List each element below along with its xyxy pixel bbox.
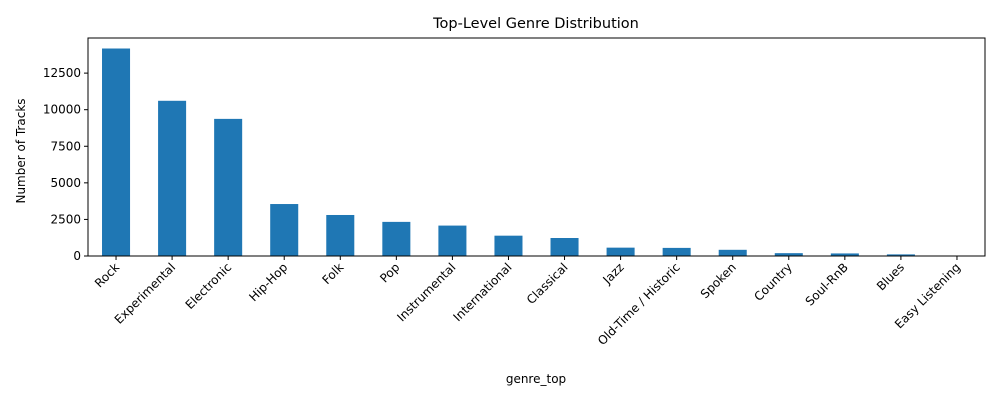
y-axis-ticks: 0 2500 5000 7500 10000 12500 [43, 66, 88, 263]
x-tick-label: Folk [319, 260, 346, 287]
x-tick-label: Hip-Hop [246, 260, 290, 304]
y-tick-label: 5000 [50, 176, 81, 190]
bar-blues [886, 254, 915, 256]
x-tick-label: International [451, 260, 515, 324]
bar-pop [382, 221, 411, 256]
bars-group [102, 48, 971, 257]
x-axis-title: genre_top [506, 372, 566, 386]
bar-instrumental [438, 225, 467, 256]
bar-country [774, 253, 803, 256]
y-tick-label: 2500 [50, 212, 81, 226]
x-tick-label: Soul-RnB [803, 260, 851, 308]
x-tick-label: Classical [524, 260, 571, 307]
bar-soul-rnb [830, 253, 859, 256]
bar-international [494, 235, 523, 256]
x-tick-label: Rock [92, 260, 122, 290]
bar-classical [550, 238, 579, 256]
x-tick-label: Electronic [183, 260, 235, 312]
y-tick-label: 7500 [50, 139, 81, 153]
y-tick-label: 12500 [43, 66, 81, 80]
bar-spoken [718, 249, 747, 256]
bar-hip-hop [270, 204, 299, 256]
chart-title: Top-Level Genre Distribution [432, 16, 639, 32]
bar-rock [102, 48, 131, 256]
plot-frame [87, 37, 986, 257]
bar-jazz [606, 247, 635, 256]
bar-experimental [158, 100, 187, 256]
bar-old-time-historic [662, 247, 691, 256]
y-tick-label: 0 [73, 249, 81, 263]
x-tick-label: Pop [377, 260, 402, 285]
x-tick-label: Country [751, 260, 795, 304]
x-tick-label: Blues [874, 260, 907, 293]
y-axis-title: Number of Tracks [14, 98, 28, 203]
x-tick-label: Jazz [599, 260, 626, 287]
x-tick-label: Instrumental [394, 260, 458, 324]
bar-folk [326, 214, 355, 256]
y-tick-label: 10000 [43, 103, 81, 117]
bar-electronic [214, 118, 243, 257]
x-tick-label: Spoken [698, 260, 739, 301]
